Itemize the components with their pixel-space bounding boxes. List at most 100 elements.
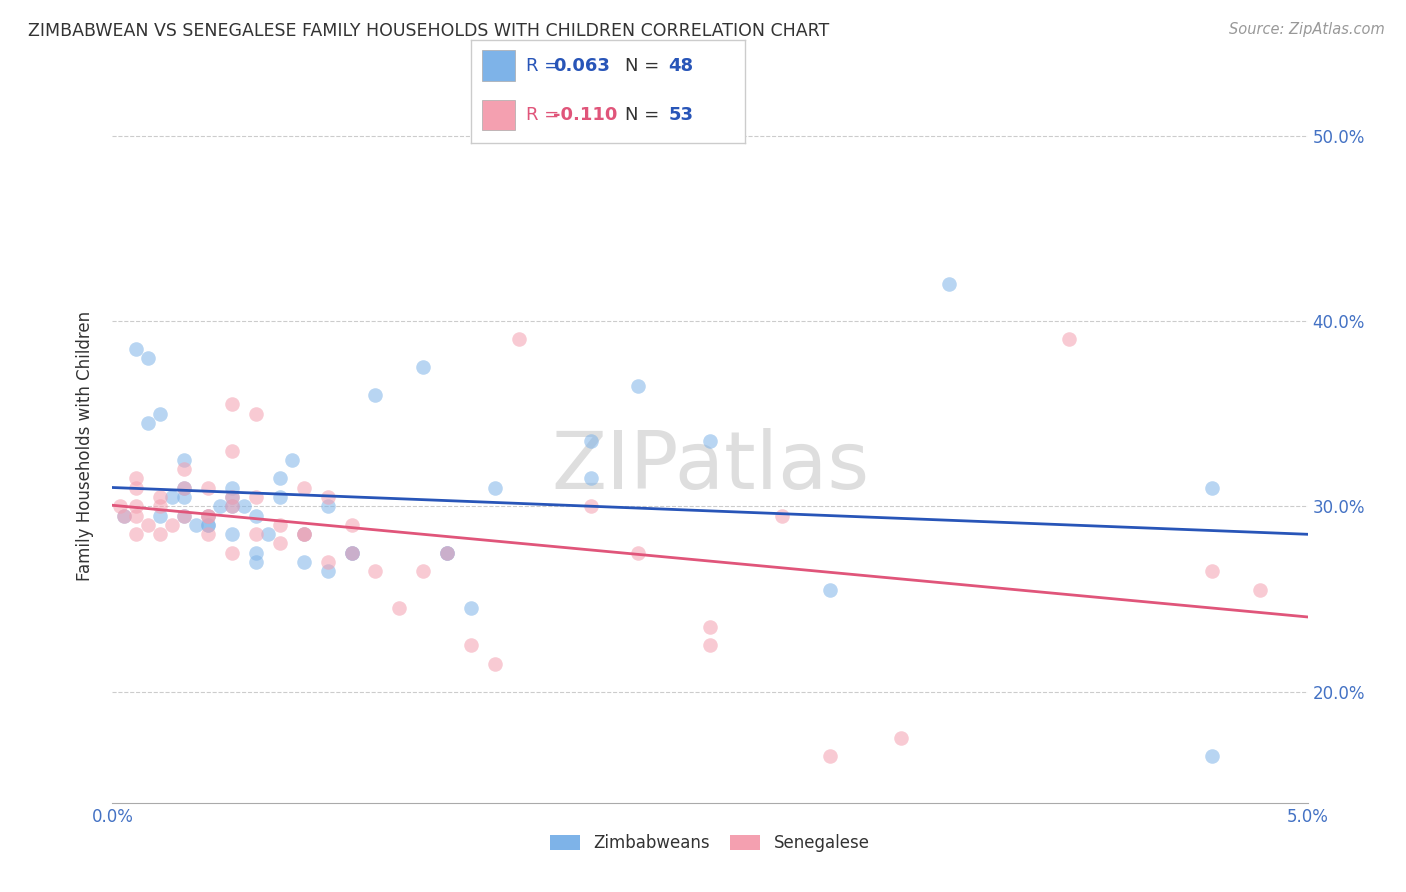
Point (818, 749, 841, 764)
Point (149, 508, 172, 523)
Point (269, 471, 291, 485)
Point (173, 508, 195, 523)
Point (292, 527, 315, 541)
Point (388, 601, 411, 615)
Point (460, 601, 482, 615)
Point (890, 731, 912, 745)
Point (508, 333, 530, 347)
Point (221, 500, 243, 514)
Point (484, 657, 506, 671)
Text: -0.110: -0.110 (554, 105, 617, 123)
Point (1201, 481, 1223, 495)
Point (627, 545, 650, 559)
Point (316, 490, 339, 504)
Point (245, 407, 267, 421)
Point (149, 407, 172, 421)
Point (938, 277, 960, 291)
Point (292, 555, 315, 569)
Point (364, 388, 387, 402)
Point (257, 527, 280, 541)
Point (245, 545, 267, 559)
Point (699, 638, 721, 652)
Point (173, 508, 195, 523)
Bar (482, 100, 515, 130)
Point (436, 545, 458, 559)
Point (316, 500, 339, 514)
Text: ZIMBABWEAN VS SENEGALESE FAMILY HOUSEHOLDS WITH CHILDREN CORRELATION CHART: ZIMBABWEAN VS SENEGALESE FAMILY HOUSEHOL… (28, 22, 830, 40)
Text: 0.063: 0.063 (554, 57, 610, 75)
Point (149, 500, 172, 514)
Point (340, 545, 363, 559)
Point (699, 620, 721, 634)
Point (269, 517, 291, 532)
Legend: Zimbabweans, Senegalese: Zimbabweans, Senegalese (544, 828, 876, 859)
Point (197, 508, 219, 523)
Point (108, 500, 131, 514)
Point (197, 527, 219, 541)
Point (221, 397, 243, 411)
Point (245, 508, 267, 523)
Bar (482, 50, 515, 81)
Point (138, 351, 160, 365)
Point (197, 508, 219, 523)
Point (221, 527, 243, 541)
Text: ZIPatlas: ZIPatlas (551, 428, 869, 507)
Point (818, 582, 841, 597)
Point (209, 500, 232, 514)
Point (412, 360, 434, 375)
Point (138, 517, 160, 532)
Point (125, 508, 148, 523)
Point (484, 481, 506, 495)
Point (114, 508, 135, 523)
Point (125, 471, 148, 485)
Point (627, 378, 650, 392)
Point (1201, 749, 1223, 764)
Point (149, 527, 172, 541)
Point (579, 500, 602, 514)
Point (197, 481, 219, 495)
Point (340, 545, 363, 559)
Point (364, 564, 387, 578)
Point (269, 490, 291, 504)
Point (770, 508, 793, 523)
Point (436, 545, 458, 559)
Point (292, 481, 315, 495)
Point (197, 508, 219, 523)
Text: R =: R = (526, 57, 565, 75)
Point (221, 443, 243, 458)
Point (221, 481, 243, 495)
Point (1249, 582, 1271, 597)
Point (1057, 333, 1080, 347)
Point (173, 453, 195, 467)
Point (579, 471, 602, 485)
Point (340, 545, 363, 559)
Point (138, 416, 160, 430)
Point (173, 462, 195, 476)
Point (162, 490, 183, 504)
Point (292, 527, 315, 541)
Point (125, 500, 148, 514)
Point (436, 545, 458, 559)
Point (699, 434, 721, 449)
Point (221, 490, 243, 504)
Text: N =: N = (624, 57, 665, 75)
Point (245, 555, 267, 569)
Point (125, 527, 148, 541)
Text: 48: 48 (668, 57, 693, 75)
Point (186, 517, 208, 532)
Point (221, 500, 243, 514)
Point (173, 481, 195, 495)
Point (292, 527, 315, 541)
Point (1201, 564, 1223, 578)
Point (316, 564, 339, 578)
Point (162, 517, 183, 532)
Point (245, 527, 267, 541)
Point (221, 545, 243, 559)
Point (412, 564, 434, 578)
Point (281, 453, 304, 467)
Point (149, 490, 172, 504)
Point (221, 490, 243, 504)
Point (173, 490, 195, 504)
Point (197, 517, 219, 532)
Y-axis label: Family Households with Children: Family Households with Children (76, 311, 94, 581)
